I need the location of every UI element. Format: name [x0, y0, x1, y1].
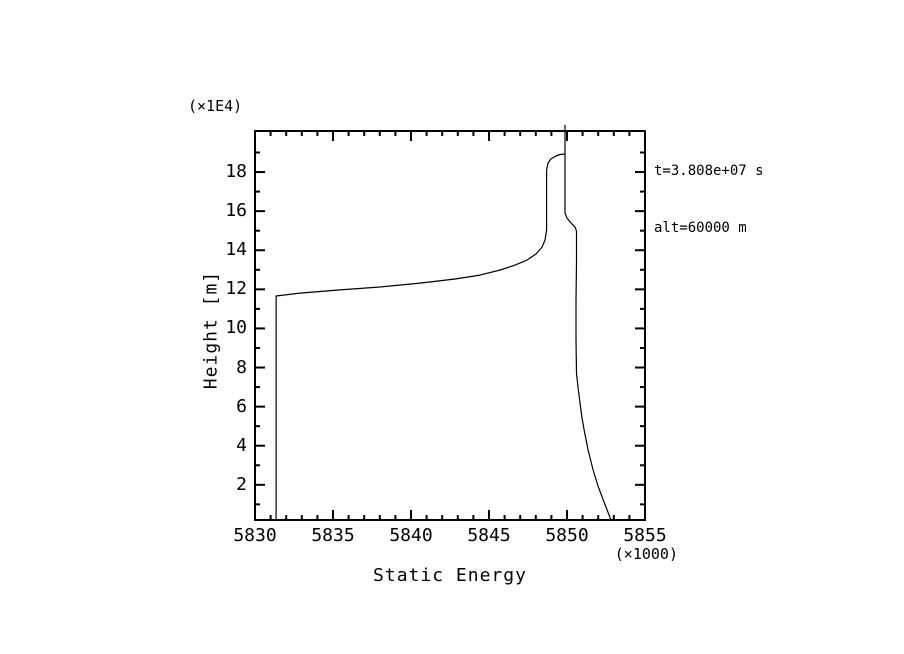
- upper-static-energy-profile-curve: [564, 124, 612, 521]
- y-tick-label: 8: [236, 356, 247, 378]
- x-tick-label: 5830: [233, 525, 277, 546]
- x-tick-label: 5835: [311, 525, 355, 546]
- lower-static-energy-profile-curve: [275, 153, 565, 520]
- y-tick-label: 14: [225, 239, 247, 261]
- x-axis-scale-label: (×1000): [614, 545, 678, 563]
- axis-ticks: [254, 131, 646, 520]
- x-tick-label: 5850: [545, 525, 589, 546]
- y-tick-label: 16: [225, 200, 247, 222]
- annotation-altitude: alt=60000 m: [654, 220, 747, 236]
- y-tick-label: 10: [225, 317, 247, 339]
- y-tick-label: 4: [236, 434, 247, 456]
- annotation-block: t=3.808e+07 s alt=60000 m: [654, 124, 764, 276]
- x-tick-label: 5840: [389, 525, 433, 546]
- x-tick-label: 5845: [467, 525, 511, 546]
- plot-frame: [254, 130, 646, 521]
- y-tick-label: 18: [225, 161, 247, 183]
- y-axis-title: Height [m]: [200, 270, 222, 390]
- y-tick-label: 2: [236, 473, 247, 495]
- x-tick-label: 5855: [623, 525, 667, 546]
- annotation-time: t=3.808e+07 s: [654, 163, 764, 179]
- y-tick-label: 6: [236, 395, 247, 417]
- y-axis-scale-label: (×1E4): [188, 97, 243, 115]
- x-axis-title: Static Energy: [373, 565, 527, 586]
- y-tick-label: 12: [225, 278, 247, 300]
